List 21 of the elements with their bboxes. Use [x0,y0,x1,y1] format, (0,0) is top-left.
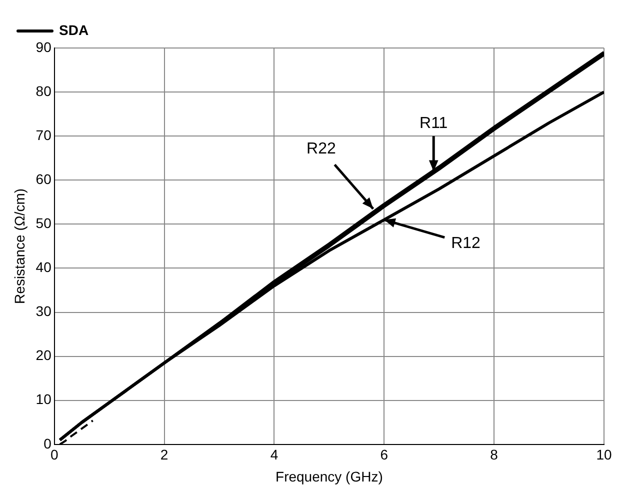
y-tick-label: 10 [36,391,52,408]
y-tick-label: 60 [36,170,52,187]
legend-label: SDA [59,22,89,38]
annotation: R12 [451,234,481,252]
x-tick-label: 2 [160,446,168,463]
x-axis-title: Frequency (GHz) [276,468,383,484]
annotation: R11 [420,115,448,132]
annotation: R22 [306,140,336,158]
y-tick-label: 40 [36,259,52,276]
y-tick-label: 0 [44,435,52,452]
x-tick-label: 10 [596,446,612,463]
x-tick-label: 8 [490,446,498,463]
x-tick-label: 4 [270,446,278,463]
y-tick-label: 20 [36,347,52,364]
y-tick-label: 50 [36,215,52,232]
y-tick-label: 90 [36,38,52,55]
y-tick-label: 80 [36,82,52,99]
y-tick-label: 70 [36,126,52,143]
x-tick-label: 6 [380,446,388,463]
y-tick-label: 30 [36,303,52,320]
y-axis-title: Resistance (Ω/cm) [11,188,28,304]
